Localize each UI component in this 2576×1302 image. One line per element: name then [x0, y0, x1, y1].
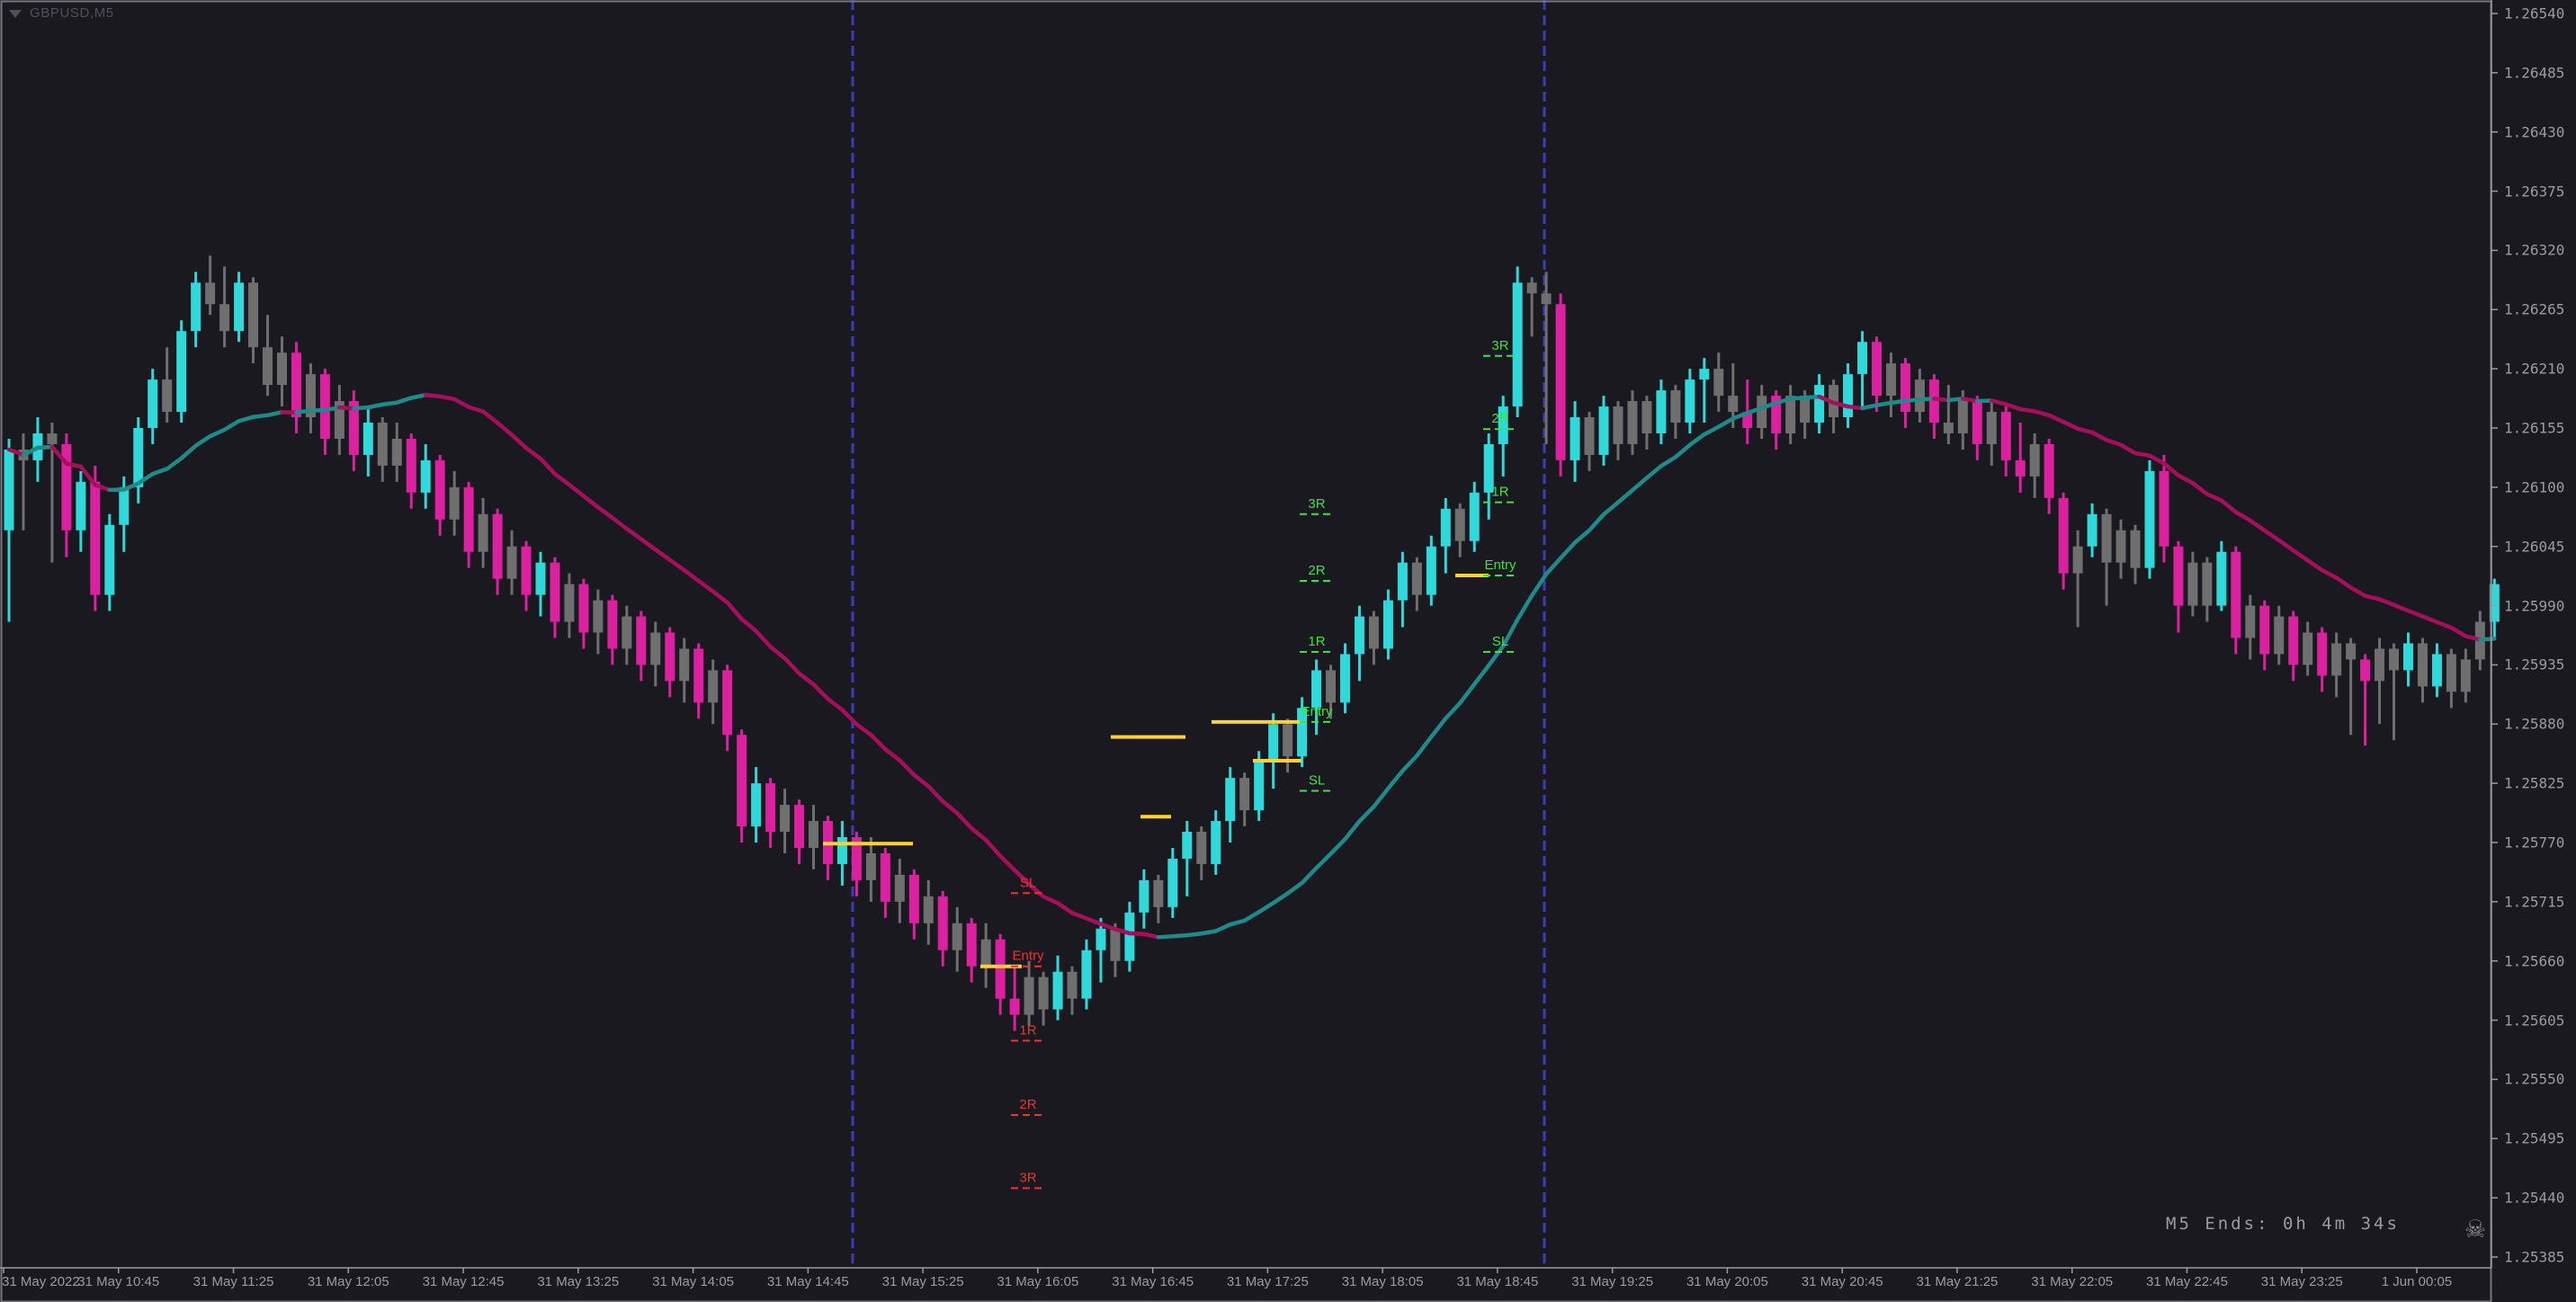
symbol-label: GBPUSD,M5 [9, 5, 114, 21]
time-tick-label: 31 May 2022 [2, 1274, 80, 1289]
trade-level-label[interactable]: 1R [1308, 634, 1325, 649]
trade-level-label[interactable]: SL [1309, 773, 1325, 789]
candle-countdown-label: M5 Ends: 0h 4m 34s [2166, 1214, 2400, 1234]
time-tick-label: 31 May 22:45 [2146, 1274, 2228, 1289]
trade-level-label[interactable]: 1R [1491, 485, 1508, 500]
price-tick-label: 1.25715 [2504, 893, 2565, 911]
time-tick-label: 31 May 11:25 [192, 1274, 274, 1289]
time-tick-label: 31 May 14:05 [652, 1274, 735, 1289]
time-tick-label: 31 May 12:05 [307, 1274, 389, 1289]
time-tick-label: 31 May 16:05 [997, 1274, 1079, 1289]
price-tick-label: 1.25825 [2504, 774, 2565, 792]
price-tick-label: 1.25550 [2504, 1070, 2565, 1088]
price-tick-label: 1.26320 [2504, 241, 2565, 259]
time-tick-label: 31 May 12:45 [422, 1274, 505, 1289]
trade-level-label[interactable]: Entry [1012, 949, 1044, 964]
time-tick-label: 31 May 15:25 [881, 1274, 964, 1289]
trade-level-label[interactable]: 2R [1308, 563, 1325, 578]
price-tick-label: 1.25605 [2504, 1012, 2565, 1030]
price-tick-label: 1.26540 [2504, 4, 2565, 22]
time-tick-label: 31 May 13:25 [537, 1274, 620, 1289]
trade-level-label[interactable]: 3R [1019, 1170, 1036, 1185]
price-tick-label: 1.25770 [2504, 834, 2565, 852]
time-tick-label: 31 May 14:45 [766, 1274, 849, 1289]
price-tick-label: 1.26100 [2504, 478, 2565, 496]
chevron-down-icon[interactable] [9, 10, 22, 18]
time-tick-label: 31 May 18:45 [1456, 1274, 1539, 1289]
price-tick-label: 1.25880 [2504, 715, 2565, 733]
price-tick-label: 1.25495 [2504, 1129, 2565, 1147]
price-tick-label: 1.26045 [2504, 538, 2565, 556]
trade-markers-long-2[interactable]: 3R 2R 1R Entry SL [1483, 338, 1517, 654]
period-separators [851, 0, 1546, 1268]
trade-level-label[interactable]: Entry [1301, 704, 1333, 719]
time-tick-label: 31 May 22:05 [2031, 1274, 2114, 1289]
time-tick-label: 1 Jun 00:05 [2381, 1274, 2453, 1289]
time-tick-label: 31 May 20:05 [1686, 1274, 1768, 1289]
time-tick-label: 31 May 20:45 [1801, 1274, 1883, 1289]
price-tick-label: 1.26155 [2504, 419, 2565, 437]
time-tick-label: 31 May 10:45 [77, 1274, 160, 1289]
trade-level-label[interactable]: 3R [1491, 338, 1508, 353]
time-tick-label: 31 May 17:25 [1226, 1274, 1309, 1289]
trade-level-label[interactable]: 2R [1491, 411, 1508, 426]
trade-level-label[interactable]: 3R [1308, 496, 1325, 512]
candlesticks [4, 255, 2500, 1031]
price-tick-label: 1.26485 [2504, 64, 2565, 82]
price-tick-label: 1.25990 [2504, 597, 2565, 615]
trade-level-label[interactable]: SL [1020, 875, 1036, 890]
time-tick-label: 31 May 19:25 [1571, 1274, 1654, 1289]
price-tick-label: 1.25660 [2504, 952, 2565, 970]
price-tick-label: 1.25440 [2504, 1189, 2565, 1207]
time-tick-label: 31 May 16:45 [1112, 1274, 1194, 1289]
time-tick-label: 31 May 18:05 [1341, 1274, 1424, 1289]
trade-level-label[interactable]: 1R [1019, 1022, 1036, 1038]
trade-markers-short-0[interactable]: SL Entry 1R 2R 3R [1011, 875, 1045, 1190]
entry-lines[interactable] [823, 574, 1489, 968]
trade-markers-long-1[interactable]: 3R 2R 1R Entry SL [1300, 496, 1334, 792]
trade-level-label[interactable]: 2R [1019, 1097, 1036, 1112]
price-tick-label: 1.25935 [2504, 655, 2565, 673]
time-tick-label: 31 May 21:25 [1916, 1274, 1999, 1289]
axes-frame [0, 0, 2498, 1302]
trade-level-label[interactable]: SL [1492, 634, 1508, 649]
time-tick-label: 31 May 23:25 [2260, 1274, 2343, 1289]
skull-icon: ☠ [2464, 1216, 2487, 1244]
trade-level-label[interactable]: Entry [1484, 557, 1516, 573]
price-tick-label: 1.26430 [2504, 123, 2565, 141]
moving-average-line [6, 393, 2497, 940]
symbol-timeframe-label: GBPUSD,M5 [30, 5, 114, 21]
price-tick-label: 1.26210 [2504, 360, 2565, 378]
price-tick-label: 1.26375 [2504, 183, 2565, 201]
price-tick-label: 1.26265 [2504, 300, 2565, 318]
price-tick-label: 1.25385 [2504, 1248, 2565, 1266]
